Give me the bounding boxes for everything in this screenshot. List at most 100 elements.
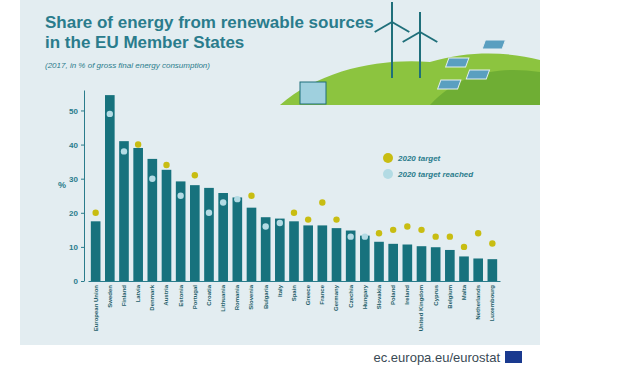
bar bbox=[488, 259, 498, 281]
tick: Netherlands bbox=[475, 284, 481, 319]
tick-label: Bulgaria bbox=[263, 284, 269, 309]
tick: Hungary bbox=[362, 284, 368, 309]
tick-label: Spain bbox=[291, 285, 297, 302]
bar bbox=[417, 246, 427, 281]
bar bbox=[459, 256, 469, 281]
target-marker bbox=[107, 111, 113, 117]
tick: 50 bbox=[69, 107, 84, 116]
target-marker bbox=[177, 193, 183, 199]
tick-label: Latvia bbox=[135, 284, 141, 302]
tick: Germany bbox=[333, 284, 339, 311]
plot-area bbox=[91, 95, 497, 281]
tick-label: 10 bbox=[69, 243, 78, 252]
tick-label: Cyprus bbox=[433, 284, 439, 305]
solar-panel bbox=[482, 40, 505, 49]
target-marker bbox=[262, 223, 268, 229]
turbine-blade bbox=[392, 22, 409, 32]
bar bbox=[261, 217, 271, 281]
bar bbox=[233, 197, 243, 281]
bar bbox=[374, 242, 384, 281]
tick: Belgium bbox=[447, 285, 453, 309]
tick-mark bbox=[81, 247, 84, 248]
tick-label: Ireland bbox=[404, 285, 410, 305]
target-marker bbox=[489, 240, 495, 246]
bar bbox=[190, 185, 200, 281]
target-marker bbox=[461, 244, 467, 250]
turbine-blade bbox=[403, 32, 420, 42]
legend-item: 2020 target bbox=[383, 153, 441, 163]
target-marker bbox=[121, 148, 127, 154]
tick-label: 30 bbox=[69, 175, 78, 184]
target-marker bbox=[305, 216, 311, 222]
tick-label: Poland bbox=[390, 285, 396, 305]
bar bbox=[318, 225, 328, 281]
bar bbox=[247, 208, 257, 281]
tick-label: Netherlands bbox=[475, 284, 481, 319]
target-marker bbox=[92, 210, 98, 216]
tick-label: Estonia bbox=[178, 284, 184, 306]
bar bbox=[204, 188, 214, 281]
tick-label: Romania bbox=[234, 284, 240, 310]
bar bbox=[346, 231, 356, 281]
background-panel bbox=[20, 0, 540, 345]
tick: Greece bbox=[305, 284, 311, 305]
target-marker bbox=[135, 141, 141, 147]
hill bbox=[280, 54, 540, 106]
tick: Poland bbox=[390, 285, 396, 305]
target-marker bbox=[447, 233, 453, 239]
tick-label: Italy bbox=[277, 284, 283, 297]
tick-label: 20 bbox=[69, 209, 78, 218]
target-marker bbox=[291, 210, 297, 216]
bar bbox=[360, 236, 370, 281]
axis-line bbox=[89, 281, 501, 282]
eu-flag bbox=[505, 351, 522, 363]
target-marker bbox=[206, 210, 212, 216]
target-marker bbox=[333, 216, 339, 222]
hill bbox=[430, 70, 540, 105]
bar bbox=[431, 247, 441, 281]
tick-label: Lithuania bbox=[220, 284, 226, 311]
subtitle: (2017, in % of gross final energy consum… bbox=[45, 61, 210, 70]
bar bbox=[162, 170, 172, 281]
axis-line bbox=[84, 91, 85, 282]
tick-mark bbox=[81, 213, 84, 214]
tick: European Union bbox=[93, 285, 99, 332]
tick: Ireland bbox=[404, 285, 410, 305]
bar bbox=[445, 250, 455, 281]
target-marker bbox=[319, 199, 325, 205]
target-marker bbox=[234, 196, 240, 202]
tick: Italy bbox=[277, 284, 283, 297]
turbine-tower bbox=[391, 22, 393, 78]
bar bbox=[119, 141, 129, 281]
tick: Slovakia bbox=[376, 284, 382, 309]
bar bbox=[473, 258, 483, 281]
tick-mark bbox=[81, 281, 84, 282]
turbine-blade bbox=[420, 32, 437, 42]
bar bbox=[303, 225, 313, 281]
tick-label: France bbox=[319, 284, 325, 304]
source: ec.europa.eu/eurostat bbox=[374, 350, 501, 365]
tick: Latvia bbox=[135, 284, 141, 302]
axis-title: % bbox=[58, 180, 66, 190]
tick: Croatia bbox=[206, 284, 212, 305]
bar bbox=[133, 148, 143, 281]
tick-label: 0 bbox=[74, 277, 79, 286]
tick: Portugal bbox=[192, 285, 198, 310]
tick: 0 bbox=[74, 277, 84, 286]
tick-label: Slovenia bbox=[248, 284, 254, 309]
tick: Cyprus bbox=[433, 284, 439, 305]
tick: Czechia bbox=[348, 284, 354, 307]
bar bbox=[176, 181, 186, 281]
tick: Estonia bbox=[178, 284, 184, 306]
tick-label: Finland bbox=[121, 285, 127, 307]
bar bbox=[105, 95, 115, 281]
legend-label: 2020 target reached bbox=[397, 170, 474, 179]
target-marker bbox=[248, 193, 254, 199]
target-marker bbox=[475, 230, 481, 236]
tick-label: Slovakia bbox=[376, 284, 382, 309]
tick: 10 bbox=[69, 243, 84, 252]
tick: Bulgaria bbox=[263, 284, 269, 309]
target-marker bbox=[418, 227, 424, 233]
chart: Share of energy from renewable sourcesin… bbox=[0, 0, 620, 380]
turbine-blade bbox=[391, 2, 393, 22]
